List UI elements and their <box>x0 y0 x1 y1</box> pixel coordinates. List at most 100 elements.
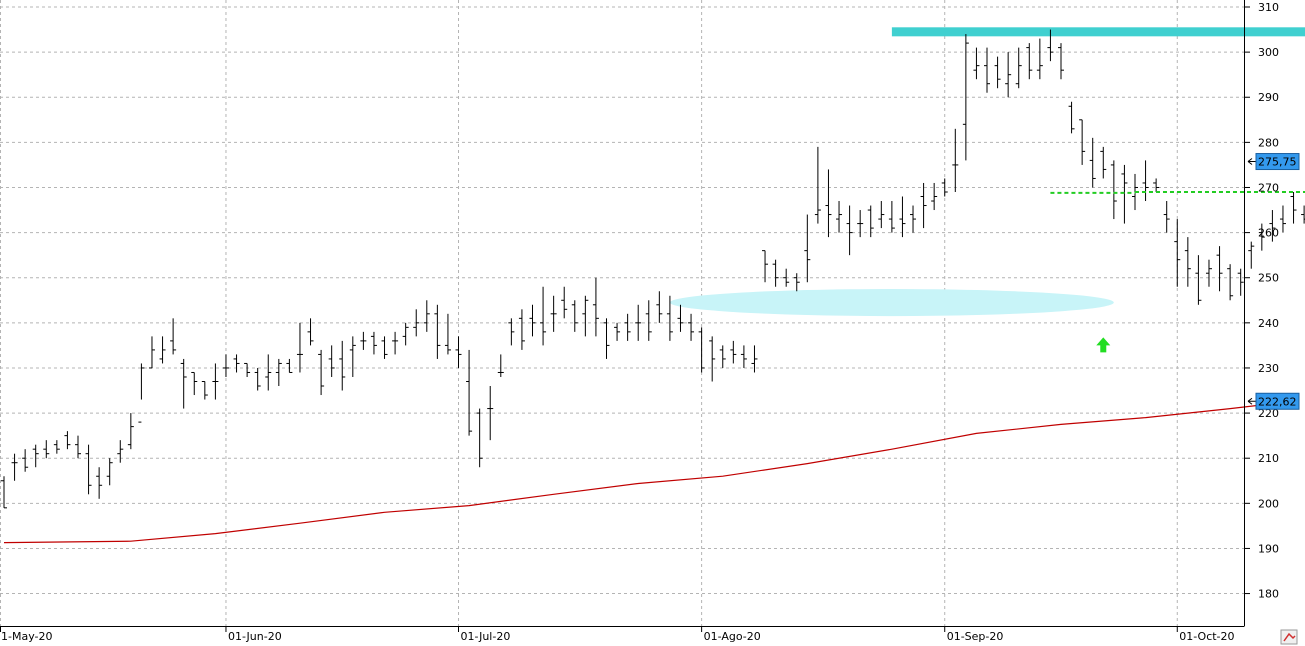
moving-average-line <box>3 400 1294 544</box>
value-box <box>1255 392 1300 410</box>
value-pointer <box>1247 158 1256 165</box>
resistance-band <box>891 27 1305 37</box>
ohlc-bar <box>402 322 409 346</box>
ohlc-bar <box>910 205 917 233</box>
ohlc-bar <box>1163 201 1170 233</box>
ohlc-bar <box>53 440 60 454</box>
ohlc-bar <box>540 286 547 346</box>
ohlc-bar <box>624 313 631 341</box>
ohlc-bar <box>22 449 29 472</box>
ohlc-bar <box>434 304 441 359</box>
ohlc-bar <box>1290 191 1297 224</box>
ohlc-bar <box>339 340 346 391</box>
ohlc-bars <box>1 29 1305 509</box>
x-tick-label: 01-Sep-20 <box>947 630 1004 643</box>
ohlc-bar <box>413 309 420 337</box>
ohlc-bar <box>677 304 684 332</box>
ohlc-bar <box>772 259 779 287</box>
ohlc-bar <box>244 362 251 377</box>
y-tick-label: 300 <box>1258 46 1279 59</box>
ohlc-bar <box>318 349 325 396</box>
ohlc-bar <box>148 336 155 369</box>
ohlc-bar <box>857 210 864 238</box>
ohlc-bar <box>1279 205 1286 233</box>
ohlc-bar <box>920 182 927 229</box>
ohlc-bar <box>561 286 568 319</box>
ohlc-bar <box>85 444 92 495</box>
ohlc-bar <box>43 440 50 459</box>
y-tick-label: 270 <box>1258 181 1279 194</box>
ohlc-bar <box>804 214 811 283</box>
ohlc-bar <box>159 336 166 364</box>
ohlc-bar <box>962 34 969 161</box>
moving-average-value-label: 222,62 <box>1247 392 1300 410</box>
ohlc-bar <box>286 358 293 373</box>
support-zone-ellipse <box>669 289 1114 317</box>
y-tick-label: 260 <box>1258 227 1279 240</box>
ohlc-bar <box>1121 164 1128 224</box>
ohlc-bar <box>1036 38 1043 80</box>
ohlc-bar <box>117 440 124 463</box>
ohlc-bar <box>1005 52 1012 98</box>
ohlc-bar <box>1216 246 1223 292</box>
ohlc-bar <box>138 363 145 423</box>
annotations-front <box>1050 190 1305 353</box>
ohlc-bar <box>1068 101 1075 134</box>
ohlc-bar <box>201 380 208 400</box>
ohlc-bar <box>867 205 874 238</box>
y-tick-label: 210 <box>1258 452 1279 465</box>
ohlc-bar <box>1227 264 1234 301</box>
ohlc-bar <box>1237 268 1244 296</box>
ohlc-bar <box>592 277 599 337</box>
ohlc-bar <box>730 340 737 364</box>
ohlc-bar <box>423 300 430 332</box>
ohlc-bar <box>666 295 673 341</box>
ohlc-bar <box>370 331 377 355</box>
x-tick-label: 01-Jun-20 <box>228 630 282 643</box>
ohlc-bar <box>296 322 303 373</box>
ohlc-bar <box>1174 219 1181 287</box>
ohlc-bar <box>614 322 621 341</box>
ohlc-bar <box>645 300 652 341</box>
ohlc-bar <box>328 345 335 377</box>
ohlc-bar <box>656 291 663 323</box>
ohlc-bar <box>222 354 229 377</box>
ohlc-bar <box>931 182 938 211</box>
y-tick-label: 220 <box>1258 407 1279 420</box>
ohlc-bar <box>1015 47 1022 89</box>
value-pointer <box>1247 397 1256 405</box>
ohlc-bar <box>1058 43 1064 80</box>
annotations-back <box>669 27 1305 317</box>
ohlc-bar <box>635 304 642 341</box>
ohlc-bar <box>74 435 81 459</box>
ohlc-bar <box>191 371 198 396</box>
x-tick-label: 1-May-20 <box>1 630 52 643</box>
chart-settings-icon[interactable] <box>1280 629 1298 645</box>
y-tick-label: 240 <box>1258 317 1279 330</box>
ohlc-bar <box>254 367 261 391</box>
ohlc-bar <box>878 201 885 229</box>
ohlc-bar <box>529 304 536 337</box>
y-tick-label: 200 <box>1258 497 1279 510</box>
value-box-text: 275,75 <box>1258 156 1297 169</box>
ohlc-bar <box>1100 146 1107 179</box>
ohlc-bar <box>96 467 103 499</box>
ohlc-bar <box>688 313 695 341</box>
y-tick-label: 250 <box>1258 272 1279 285</box>
ohlc-bar <box>497 354 504 377</box>
ohlc-bar <box>582 295 589 337</box>
ohlc-bar <box>825 169 832 238</box>
ohlc-bar <box>751 345 758 373</box>
x-tick-label: 01-Ago-20 <box>704 630 761 643</box>
ohlc-bar <box>11 453 18 481</box>
ohlc-bar <box>1047 29 1054 62</box>
ohlc-bar <box>233 354 240 373</box>
value-box <box>1255 153 1300 171</box>
y-tick-label: 280 <box>1258 136 1279 149</box>
ohlc-bar <box>1205 259 1212 287</box>
ohlc-bar <box>265 354 272 391</box>
ohlc-bar <box>952 128 959 192</box>
ohlc-bar <box>180 358 187 409</box>
